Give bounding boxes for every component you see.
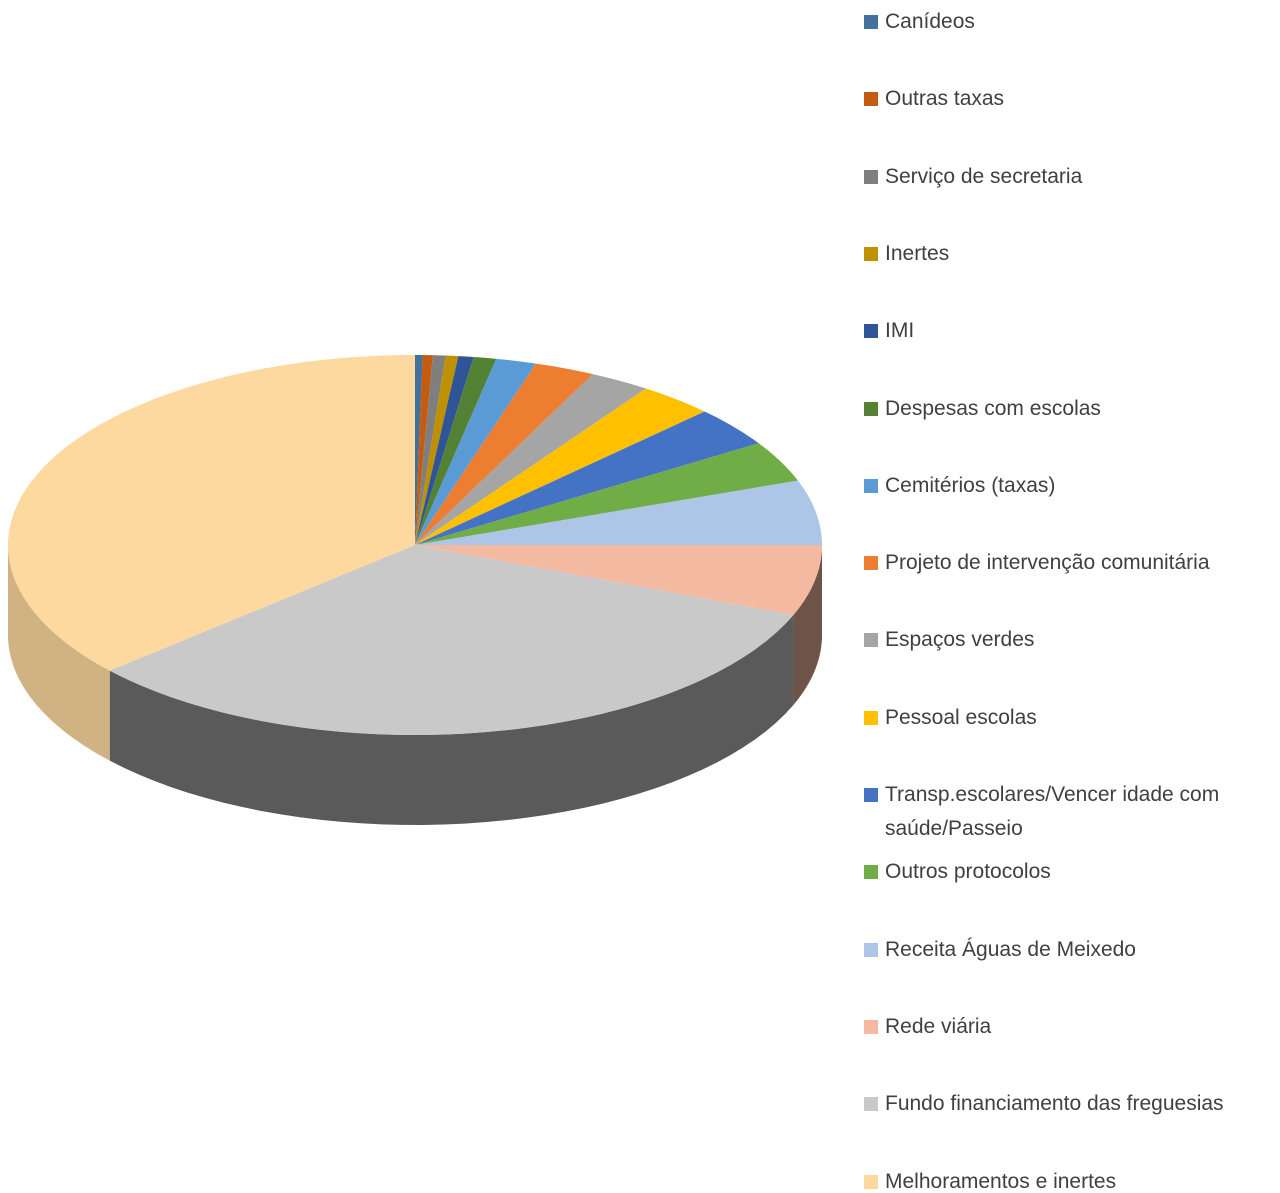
pie-slice [109, 545, 794, 735]
legend-label: Serviço de secretaria [885, 164, 1083, 188]
pie-slice [415, 443, 798, 545]
pie-slice [415, 355, 433, 545]
pie-slice [415, 363, 593, 545]
pie-slice [415, 355, 446, 545]
legend-item: Melhoramentos e inertes [864, 1165, 1278, 1193]
pie-slice [415, 388, 705, 545]
legend-swatch [864, 865, 878, 880]
pie-slice [415, 356, 497, 545]
legend-label: Cemitérios (taxas) [885, 473, 1056, 497]
legend-label: Fundo financiamento das freguesias [885, 1092, 1224, 1116]
legend-swatch [864, 710, 878, 725]
legend-label: Espaços verdes [885, 628, 1035, 652]
legend-label: Canídeos [885, 10, 975, 33]
legend-swatch [864, 1174, 878, 1189]
pie-slice [8, 355, 415, 671]
legend-label: Transp.escolares/Vencer idade com saúde/… [885, 783, 1220, 840]
legend-item: Inertes [864, 237, 1278, 271]
legend-item: Canídeos [864, 5, 1278, 39]
legend-item: Pessoal escolas [864, 701, 1278, 735]
pie-slice [415, 374, 646, 545]
legend-swatch [864, 788, 878, 802]
legend-swatch [864, 1097, 878, 1112]
pie-slice [415, 356, 474, 545]
pie-slice [415, 355, 459, 545]
legend-swatch [864, 478, 878, 493]
legend-label: IMI [885, 319, 915, 343]
legend-item: Rede viária [864, 1010, 1278, 1044]
legend-label: Melhoramentos e inertes [885, 1169, 1117, 1193]
legend-item: Projeto de intervenção comunitária [864, 546, 1278, 580]
legend-item: Espaços verdes [864, 623, 1278, 657]
pie-side [8, 545, 110, 761]
legend-label: Outros protocolos [885, 860, 1051, 884]
legend-swatch [864, 401, 878, 416]
legend-swatch [864, 556, 878, 571]
legend-item: Receita Águas de Meixedo [864, 933, 1278, 967]
legend-label: Inertes [885, 241, 950, 265]
legend-swatch [864, 15, 878, 29]
legend-item: Despesas com escolas [864, 392, 1278, 426]
legend-label: Pessoal escolas [885, 705, 1037, 729]
legend-label: Receita Águas de Meixedo [885, 937, 1136, 961]
legend-swatch [864, 324, 878, 339]
legend-swatch [864, 92, 878, 107]
pie-area [8, 355, 822, 825]
legend-item: Fundo financiamento das freguesias [864, 1087, 1278, 1121]
legend-swatch [864, 1019, 878, 1034]
legend-item: Outros protocolos [864, 855, 1278, 889]
pie-slice [415, 545, 822, 615]
legend-swatch [864, 633, 878, 648]
legend-label: Despesas com escolas [885, 396, 1101, 420]
pie-slice [415, 355, 423, 545]
legend-item: Outras taxas [864, 82, 1278, 116]
pie-slice [415, 480, 822, 545]
pie-side [793, 545, 822, 705]
legend-item: IMI [864, 314, 1278, 348]
pie-slice [415, 358, 536, 545]
pie-slice [415, 411, 759, 545]
legend-item: Serviço de secretaria [864, 160, 1278, 194]
legend-item: Cemitérios (taxas) [864, 469, 1278, 503]
pie-side [109, 614, 794, 825]
legend-swatch [864, 169, 878, 184]
legend-swatch [864, 246, 878, 261]
legend-label: Projeto de intervenção comunitária [885, 551, 1210, 575]
legend-label: Outras taxas [885, 87, 1005, 111]
legend-label: Rede viária [885, 1014, 992, 1038]
legend-swatch [864, 942, 878, 957]
legend-item: Transp.escolares/Vencer idade com saúde/… [864, 778, 1278, 846]
